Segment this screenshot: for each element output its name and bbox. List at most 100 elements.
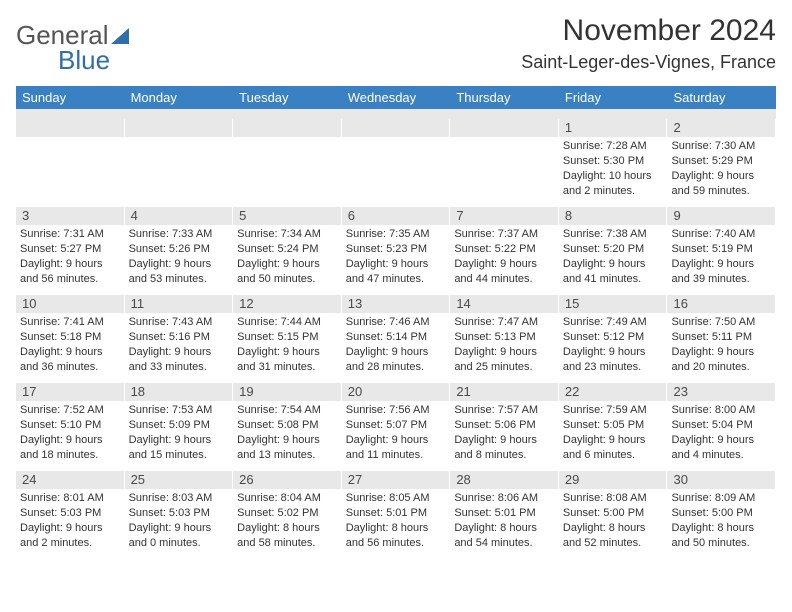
daylight-text: Daylight: 9 hours and 8 minutes.	[454, 433, 554, 463]
day-content: Sunrise: 7:43 AMSunset: 5:16 PMDaylight:…	[125, 313, 233, 378]
sunrise-text: Sunrise: 7:37 AM	[454, 227, 554, 242]
weekday-wednesday: Wednesday	[342, 86, 451, 109]
daylight-text: Daylight: 9 hours and 15 minutes.	[129, 433, 229, 463]
sunrise-text: Sunrise: 8:08 AM	[563, 491, 663, 506]
calendar-week: 1Sunrise: 7:28 AMSunset: 5:30 PMDaylight…	[16, 119, 776, 207]
day-number: 19	[233, 383, 341, 401]
sunrise-text: Sunrise: 7:50 AM	[671, 315, 771, 330]
day-content	[233, 137, 341, 143]
sunset-text: Sunset: 5:26 PM	[129, 242, 229, 257]
sunset-text: Sunset: 5:02 PM	[237, 506, 337, 521]
sunrise-text: Sunrise: 8:03 AM	[129, 491, 229, 506]
sunset-text: Sunset: 5:03 PM	[20, 506, 120, 521]
day-number: 18	[125, 383, 233, 401]
day-number: 10	[16, 295, 124, 313]
calendar-day: 6Sunrise: 7:35 AMSunset: 5:23 PMDaylight…	[342, 207, 451, 295]
month-title: November 2024	[521, 14, 776, 48]
day-content: Sunrise: 7:46 AMSunset: 5:14 PMDaylight:…	[342, 313, 450, 378]
day-number: 27	[342, 471, 450, 489]
spacer-row	[16, 109, 776, 119]
sunset-text: Sunset: 5:14 PM	[346, 330, 446, 345]
sunrise-text: Sunrise: 7:30 AM	[671, 139, 771, 154]
day-content: Sunrise: 7:52 AMSunset: 5:10 PMDaylight:…	[16, 401, 124, 466]
sunrise-text: Sunrise: 7:43 AM	[129, 315, 229, 330]
sunset-text: Sunset: 5:15 PM	[237, 330, 337, 345]
calendar-day: 5Sunrise: 7:34 AMSunset: 5:24 PMDaylight…	[233, 207, 342, 295]
sunset-text: Sunset: 5:11 PM	[671, 330, 771, 345]
daylight-text: Daylight: 8 hours and 54 minutes.	[454, 521, 554, 551]
sunset-text: Sunset: 5:00 PM	[671, 506, 771, 521]
sunrise-text: Sunrise: 7:56 AM	[346, 403, 446, 418]
logo-triangle-icon	[111, 28, 129, 44]
calendar-day: 30Sunrise: 8:09 AMSunset: 5:00 PMDayligh…	[667, 471, 776, 559]
day-content: Sunrise: 7:59 AMSunset: 5:05 PMDaylight:…	[559, 401, 667, 466]
sunrise-text: Sunrise: 7:53 AM	[129, 403, 229, 418]
calendar-day	[233, 119, 342, 207]
sunrise-text: Sunrise: 7:33 AM	[129, 227, 229, 242]
calendar-day: 18Sunrise: 7:53 AMSunset: 5:09 PMDayligh…	[125, 383, 234, 471]
location: Saint-Leger-des-Vignes, France	[521, 52, 776, 73]
sunset-text: Sunset: 5:13 PM	[454, 330, 554, 345]
sunrise-text: Sunrise: 8:01 AM	[20, 491, 120, 506]
daylight-text: Daylight: 9 hours and 59 minutes.	[671, 169, 771, 199]
sunset-text: Sunset: 5:06 PM	[454, 418, 554, 433]
day-number	[233, 119, 341, 137]
sunset-text: Sunset: 5:10 PM	[20, 418, 120, 433]
sunrise-text: Sunrise: 7:41 AM	[20, 315, 120, 330]
day-number: 14	[450, 295, 558, 313]
day-number: 26	[233, 471, 341, 489]
daylight-text: Daylight: 9 hours and 0 minutes.	[129, 521, 229, 551]
daylight-text: Daylight: 9 hours and 33 minutes.	[129, 345, 229, 375]
weekday-tuesday: Tuesday	[233, 86, 342, 109]
day-content: Sunrise: 7:57 AMSunset: 5:06 PMDaylight:…	[450, 401, 558, 466]
calendar-day: 17Sunrise: 7:52 AMSunset: 5:10 PMDayligh…	[16, 383, 125, 471]
weekday-friday: Friday	[559, 86, 668, 109]
daylight-text: Daylight: 9 hours and 4 minutes.	[671, 433, 771, 463]
calendar-day: 15Sunrise: 7:49 AMSunset: 5:12 PMDayligh…	[559, 295, 668, 383]
weekday-sunday: Sunday	[16, 86, 125, 109]
day-content: Sunrise: 8:08 AMSunset: 5:00 PMDaylight:…	[559, 489, 667, 554]
day-content: Sunrise: 8:01 AMSunset: 5:03 PMDaylight:…	[16, 489, 124, 554]
day-content: Sunrise: 7:37 AMSunset: 5:22 PMDaylight:…	[450, 225, 558, 290]
calendar-day: 29Sunrise: 8:08 AMSunset: 5:00 PMDayligh…	[559, 471, 668, 559]
daylight-text: Daylight: 9 hours and 56 minutes.	[20, 257, 120, 287]
day-number: 1	[559, 119, 667, 137]
day-content	[450, 137, 558, 143]
daylight-text: Daylight: 9 hours and 6 minutes.	[563, 433, 663, 463]
day-number: 29	[559, 471, 667, 489]
day-number: 21	[450, 383, 558, 401]
calendar-day	[16, 119, 125, 207]
daylight-text: Daylight: 9 hours and 53 minutes.	[129, 257, 229, 287]
day-number: 16	[667, 295, 775, 313]
day-content: Sunrise: 7:44 AMSunset: 5:15 PMDaylight:…	[233, 313, 341, 378]
day-number: 8	[559, 207, 667, 225]
day-number: 2	[667, 119, 775, 137]
day-content: Sunrise: 7:53 AMSunset: 5:09 PMDaylight:…	[125, 401, 233, 466]
day-number: 4	[125, 207, 233, 225]
sunset-text: Sunset: 5:20 PM	[563, 242, 663, 257]
day-number: 6	[342, 207, 450, 225]
weekday-saturday: Saturday	[667, 86, 776, 109]
sunrise-text: Sunrise: 7:52 AM	[20, 403, 120, 418]
calendar-day: 24Sunrise: 8:01 AMSunset: 5:03 PMDayligh…	[16, 471, 125, 559]
day-number: 22	[559, 383, 667, 401]
day-content: Sunrise: 7:33 AMSunset: 5:26 PMDaylight:…	[125, 225, 233, 290]
sunset-text: Sunset: 5:01 PM	[346, 506, 446, 521]
sunrise-text: Sunrise: 7:49 AM	[563, 315, 663, 330]
calendar-week: 3Sunrise: 7:31 AMSunset: 5:27 PMDaylight…	[16, 207, 776, 295]
sunset-text: Sunset: 5:12 PM	[563, 330, 663, 345]
calendar-week: 24Sunrise: 8:01 AMSunset: 5:03 PMDayligh…	[16, 471, 776, 559]
daylight-text: Daylight: 9 hours and 13 minutes.	[237, 433, 337, 463]
calendar-day	[342, 119, 451, 207]
logo: General Blue	[16, 14, 129, 76]
sunset-text: Sunset: 5:00 PM	[563, 506, 663, 521]
calendar-day: 9Sunrise: 7:40 AMSunset: 5:19 PMDaylight…	[667, 207, 776, 295]
title-block: November 2024 Saint-Leger-des-Vignes, Fr…	[521, 14, 776, 73]
daylight-text: Daylight: 9 hours and 50 minutes.	[237, 257, 337, 287]
sunset-text: Sunset: 5:08 PM	[237, 418, 337, 433]
day-number: 28	[450, 471, 558, 489]
daylight-text: Daylight: 9 hours and 25 minutes.	[454, 345, 554, 375]
calendar-day: 10Sunrise: 7:41 AMSunset: 5:18 PMDayligh…	[16, 295, 125, 383]
sunset-text: Sunset: 5:07 PM	[346, 418, 446, 433]
calendar-week: 10Sunrise: 7:41 AMSunset: 5:18 PMDayligh…	[16, 295, 776, 383]
